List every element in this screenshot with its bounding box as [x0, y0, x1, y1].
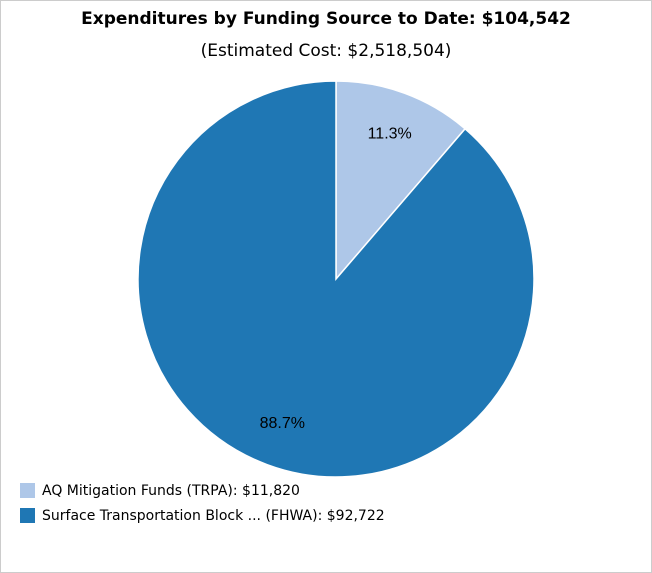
legend-label: Surface Transportation Block ... (FHWA):… — [42, 508, 385, 524]
legend-swatch — [20, 508, 35, 523]
pie-slice — [335, 80, 467, 282]
chart-title: Expenditures by Funding Source to Date: … — [81, 9, 571, 29]
pie-slice — [137, 80, 535, 478]
legend-label: AQ Mitigation Funds (TRPA): $11,820 — [42, 483, 300, 499]
data-label: 88.7% — [260, 415, 305, 432]
legend-swatch — [20, 483, 35, 498]
chart-subtitle: (Estimated Cost: $2,518,504) — [201, 41, 452, 61]
data-label: 11.3% — [368, 125, 412, 142]
